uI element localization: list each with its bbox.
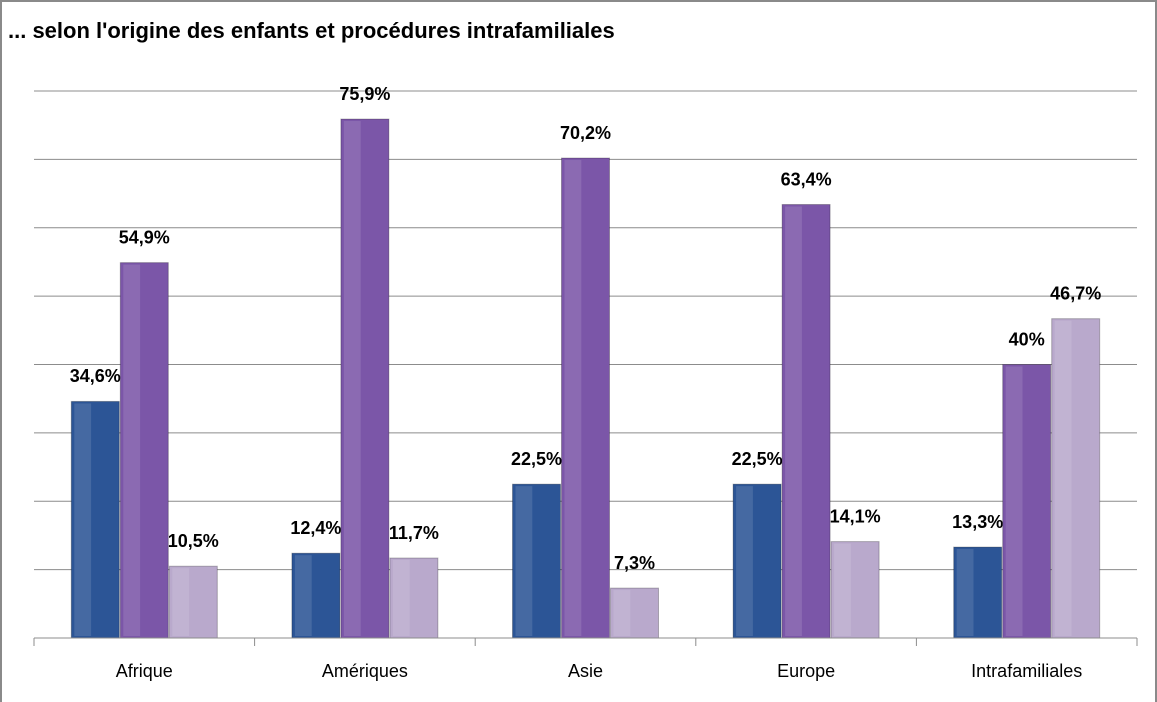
bar-highlight: [736, 486, 753, 636]
bar-highlight: [834, 543, 851, 636]
data-label: 22,5%: [732, 449, 783, 469]
x-tick-label: Intrafamiliales: [971, 661, 1082, 681]
bar: [291, 552, 341, 639]
data-label: 54,9%: [119, 227, 170, 247]
bar: [1051, 318, 1101, 639]
bar: [732, 483, 782, 639]
x-tick-label: Afrique: [116, 661, 173, 681]
data-label: 14,1%: [830, 506, 881, 526]
data-label: 70,2%: [560, 123, 611, 143]
bar: [610, 587, 659, 639]
bar-highlight: [613, 590, 631, 636]
bar-highlight: [1054, 320, 1072, 636]
bar: [561, 157, 610, 639]
data-label: 11,7%: [389, 523, 439, 543]
x-tick-label: Amériques: [322, 661, 408, 681]
bar-highlight: [123, 264, 141, 636]
data-label: 7,3%: [614, 553, 655, 573]
data-label: 10,5%: [168, 531, 219, 551]
bar-highlight: [1005, 366, 1023, 636]
chart-title: ... selon l'origine des enfants et procé…: [8, 18, 615, 43]
bar: [168, 565, 218, 639]
bar: [781, 204, 831, 639]
data-label: 40%: [1009, 329, 1045, 349]
data-label: 46,7%: [1050, 283, 1101, 303]
bar-highlight: [172, 568, 190, 636]
data-label: 63,4%: [781, 169, 832, 189]
data-label: 75,9%: [339, 84, 390, 104]
bar: [512, 483, 561, 639]
bar: [119, 262, 169, 639]
bar-highlight: [564, 160, 582, 636]
x-tick-label: Asie: [568, 661, 603, 681]
bar: [953, 546, 1003, 639]
bar-highlight: [343, 121, 361, 636]
bar-highlight: [74, 403, 92, 636]
bar-highlight: [785, 206, 802, 636]
x-tick-label: Europe: [777, 661, 835, 681]
data-label: 13,3%: [952, 512, 1003, 532]
data-label: 12,4%: [290, 518, 341, 538]
bar-highlight: [294, 555, 312, 636]
bar: [1002, 364, 1052, 639]
bar-highlight: [392, 560, 410, 636]
bar: [830, 541, 880, 639]
bar: [340, 118, 390, 639]
bar: [70, 400, 120, 639]
bar-highlight: [515, 486, 533, 636]
bar-highlight: [956, 549, 974, 636]
data-label: 22,5%: [511, 449, 562, 469]
data-label: 34,6%: [70, 366, 121, 386]
